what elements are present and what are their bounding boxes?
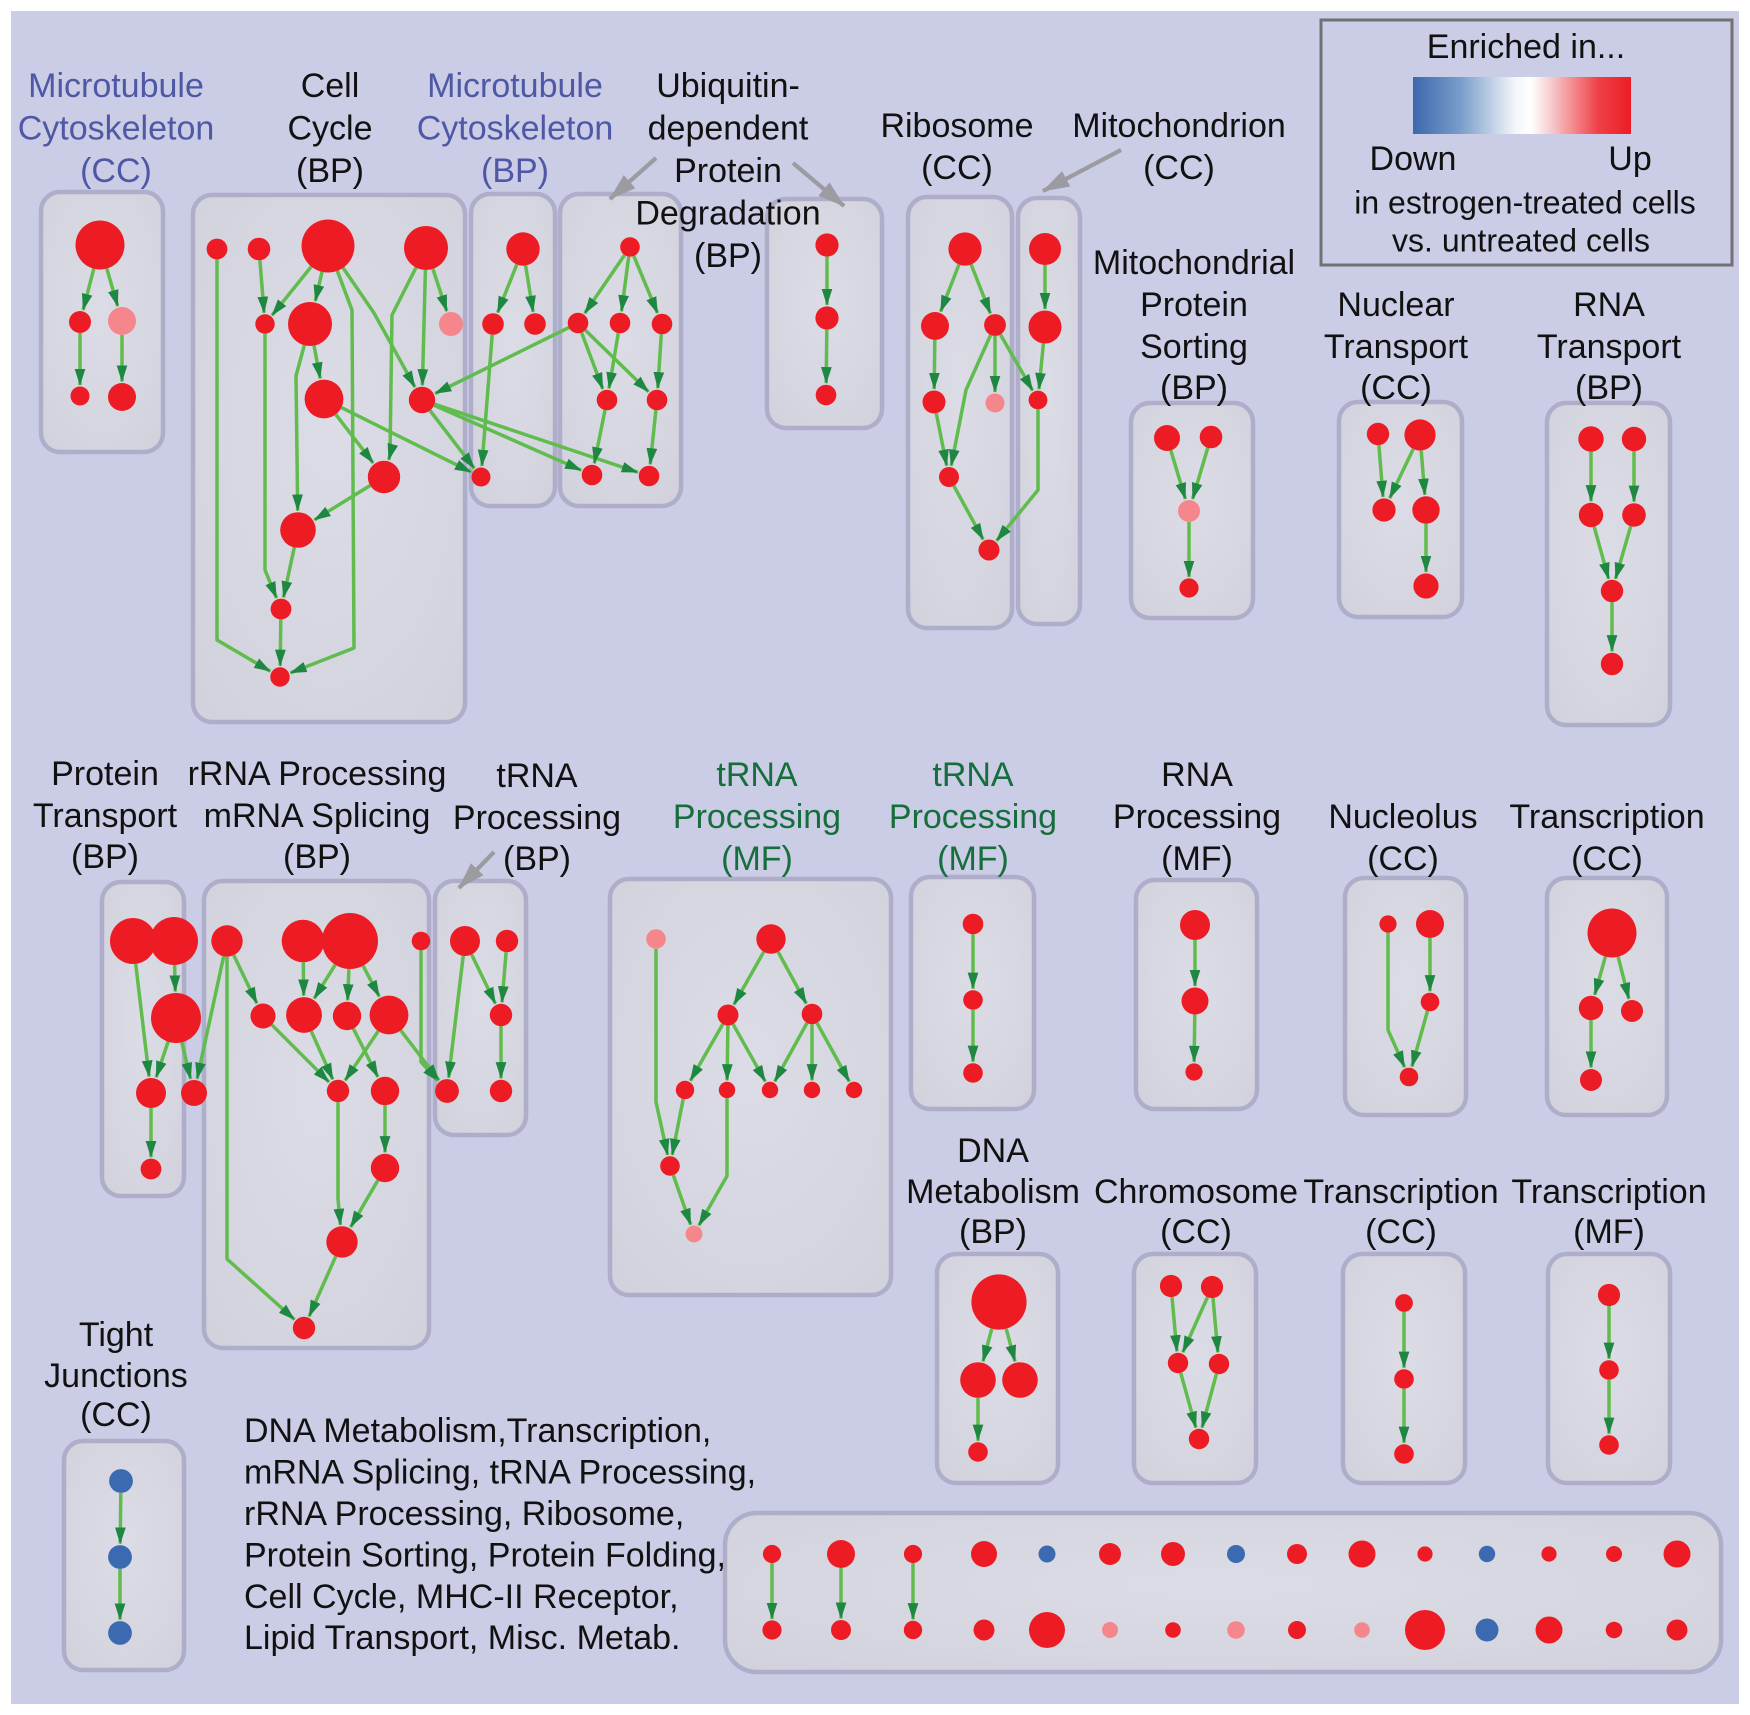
svg-text:Transport: Transport	[1537, 328, 1682, 366]
svg-text:Mitochondrion: Mitochondrion	[1072, 107, 1286, 145]
svg-text:Degradation: Degradation	[635, 195, 820, 233]
svg-text:Down: Down	[1370, 140, 1457, 178]
svg-text:Ubiquitin-: Ubiquitin-	[656, 67, 800, 105]
svg-text:Tight: Tight	[79, 1316, 154, 1354]
svg-text:(BP): (BP)	[694, 237, 762, 275]
svg-text:(BP): (BP)	[1575, 369, 1643, 407]
svg-text:Chromosome: Chromosome	[1094, 1173, 1298, 1211]
svg-text:tRNA: tRNA	[716, 756, 798, 794]
svg-text:rRNA Processing, Ribosome,: rRNA Processing, Ribosome,	[244, 1495, 684, 1533]
svg-text:Mitochondrial: Mitochondrial	[1093, 244, 1295, 282]
svg-text:(MF): (MF)	[721, 840, 793, 878]
svg-text:(CC): (CC)	[1367, 840, 1439, 878]
svg-text:Nuclear: Nuclear	[1337, 286, 1454, 324]
svg-text:(BP): (BP)	[481, 152, 549, 190]
svg-text:Microtubule: Microtubule	[427, 67, 603, 105]
svg-text:tRNA: tRNA	[496, 757, 578, 795]
svg-text:Lipid Transport, Misc. Metab.: Lipid Transport, Misc. Metab.	[244, 1619, 681, 1657]
svg-text:Microtubule: Microtubule	[28, 67, 204, 105]
svg-text:RNA: RNA	[1573, 286, 1645, 324]
svg-text:Transport: Transport	[1324, 328, 1469, 366]
svg-text:Cell Cycle, MHC-II Receptor,: Cell Cycle, MHC-II Receptor,	[244, 1578, 679, 1616]
svg-text:(MF): (MF)	[1161, 840, 1233, 878]
svg-text:(BP): (BP)	[503, 840, 571, 878]
svg-text:Ribosome: Ribosome	[880, 107, 1033, 145]
svg-text:Protein: Protein	[1140, 286, 1248, 324]
svg-text:Transport: Transport	[33, 797, 178, 835]
svg-text:vs. untreated cells: vs. untreated cells	[1392, 223, 1650, 259]
svg-text:Processing: Processing	[889, 798, 1057, 836]
svg-text:(MF): (MF)	[1573, 1213, 1645, 1251]
svg-text:(CC): (CC)	[80, 152, 152, 190]
svg-text:(CC): (CC)	[1160, 1213, 1232, 1251]
svg-text:Cell: Cell	[301, 67, 360, 105]
svg-text:(CC): (CC)	[1360, 369, 1432, 407]
svg-text:Enriched in...: Enriched in...	[1427, 28, 1625, 66]
svg-text:Processing: Processing	[673, 798, 841, 836]
svg-text:(BP): (BP)	[959, 1213, 1027, 1251]
svg-text:in estrogen-treated cells: in estrogen-treated cells	[1354, 185, 1696, 221]
svg-text:Protein: Protein	[51, 755, 159, 793]
svg-text:Cycle: Cycle	[287, 110, 372, 148]
svg-text:(CC): (CC)	[921, 149, 993, 187]
svg-text:Processing: Processing	[453, 799, 621, 837]
svg-text:Cytoskeleton: Cytoskeleton	[18, 110, 215, 148]
svg-text:(CC): (CC)	[1571, 840, 1643, 878]
svg-text:Transcription: Transcription	[1303, 1173, 1498, 1211]
svg-text:rRNA Processing: rRNA Processing	[188, 755, 447, 793]
svg-text:(BP): (BP)	[1160, 369, 1228, 407]
svg-text:Junctions: Junctions	[44, 1357, 188, 1395]
svg-text:dependent: dependent	[648, 110, 809, 148]
svg-text:Transcription: Transcription	[1511, 1173, 1706, 1211]
svg-text:Processing: Processing	[1113, 798, 1281, 836]
svg-text:(BP): (BP)	[283, 838, 351, 876]
svg-text:Nucleolus: Nucleolus	[1328, 798, 1477, 836]
svg-text:Up: Up	[1608, 140, 1651, 178]
svg-text:Transcription: Transcription	[1509, 798, 1704, 836]
svg-text:Metabolism: Metabolism	[906, 1173, 1080, 1211]
svg-text:mRNA Splicing: mRNA Splicing	[204, 797, 431, 835]
svg-text:(BP): (BP)	[71, 838, 139, 876]
svg-text:mRNA Splicing, tRNA Processing: mRNA Splicing, tRNA Processing,	[244, 1454, 756, 1492]
svg-text:(BP): (BP)	[296, 152, 364, 190]
svg-text:(CC): (CC)	[80, 1396, 152, 1434]
svg-text:Protein Sorting, Protein Foldi: Protein Sorting, Protein Folding,	[244, 1536, 726, 1574]
svg-text:Protein: Protein	[674, 152, 782, 190]
svg-text:tRNA: tRNA	[932, 756, 1014, 794]
svg-text:RNA: RNA	[1161, 756, 1233, 794]
svg-text:(MF): (MF)	[937, 840, 1009, 878]
svg-text:DNA Metabolism,Transcription,: DNA Metabolism,Transcription,	[244, 1412, 711, 1450]
svg-text:(CC): (CC)	[1143, 149, 1215, 187]
svg-text:Sorting: Sorting	[1140, 328, 1248, 366]
svg-text:Cytoskeleton: Cytoskeleton	[417, 110, 614, 148]
svg-text:(CC): (CC)	[1365, 1213, 1437, 1251]
svg-text:DNA: DNA	[957, 1132, 1029, 1170]
